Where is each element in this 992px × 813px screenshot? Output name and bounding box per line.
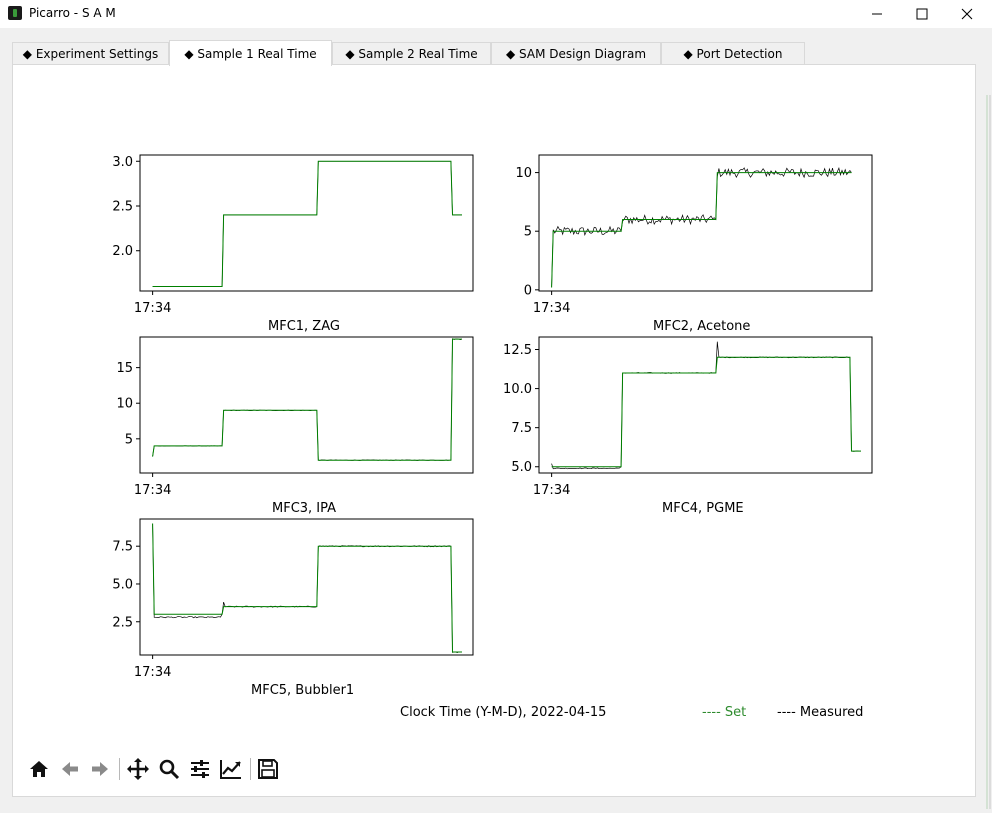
home-icon [30, 761, 48, 777]
clock-time-label: Clock Time (Y-M-D), 2022-04-15 [400, 705, 607, 720]
save-button[interactable] [255, 756, 281, 782]
forward-arrow-icon [92, 762, 108, 776]
toolbar-separator [119, 758, 120, 780]
minimize-icon [872, 13, 882, 15]
title-bar: Picarro - S A M [0, 0, 992, 28]
zoom-button[interactable] [156, 756, 182, 782]
back-arrow-icon [62, 762, 78, 776]
edit-axis-icon [220, 760, 241, 779]
chart-title-mfc4: MFC4, PGME [662, 501, 744, 516]
forward-button[interactable] [87, 756, 113, 782]
edit-axis-button[interactable] [218, 756, 244, 782]
configure-subplots-button[interactable] [187, 756, 213, 782]
chart-title-mfc2: MFC2, Acetone [653, 319, 751, 334]
home-button[interactable] [26, 756, 52, 782]
tab-experiment-settings[interactable]: ◆ Experiment Settings [12, 42, 169, 65]
zoom-icon [159, 759, 180, 780]
minimize-button[interactable] [854, 0, 900, 28]
plot-toolbar [12, 750, 312, 790]
legend-measured: ---- Measured [777, 705, 864, 720]
tab-sam-design-diagram[interactable]: ◆ SAM Design Diagram [491, 42, 661, 65]
legend-set: ---- Set [702, 705, 747, 720]
pan-icon [127, 758, 149, 780]
toolbar-separator [250, 758, 251, 780]
chart-title-mfc3: MFC3, IPA [272, 501, 337, 516]
save-icon [258, 759, 278, 779]
tab-sample-2-real-time[interactable]: ◆ Sample 2 Real Time [332, 42, 491, 65]
tab-sample-1-real-time[interactable]: ◆ Sample 1 Real Time [169, 40, 332, 66]
background-window-edge [986, 95, 992, 809]
tab-port-detection[interactable]: ◆ Port Detection [661, 42, 805, 65]
window-title: Picarro - S A M [29, 6, 116, 20]
configure-subplots-icon [191, 760, 209, 778]
close-icon [961, 8, 973, 20]
chart-title-mfc5: MFC5, Bubbler1 [251, 683, 355, 698]
back-button[interactable] [57, 756, 83, 782]
close-button[interactable] [944, 0, 990, 28]
pan-button[interactable] [125, 756, 151, 782]
tab-panel [12, 64, 976, 797]
tab-bar: ◆ Experiment Settings ◆ Sample 1 Real Ti… [12, 40, 976, 66]
maximize-button[interactable] [899, 0, 945, 28]
app-icon [8, 6, 22, 20]
chart-title-mfc1: MFC1, ZAG [268, 319, 340, 334]
maximize-icon [916, 8, 928, 20]
